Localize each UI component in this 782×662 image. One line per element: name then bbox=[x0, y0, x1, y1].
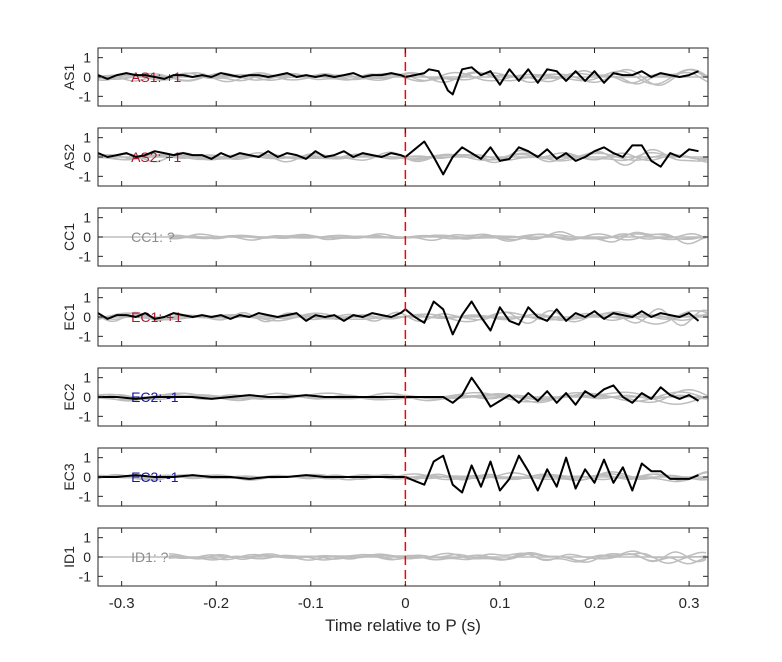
background-trace bbox=[98, 473, 708, 482]
panel-ylabel: EC1 bbox=[61, 303, 77, 330]
x-tick-label: 0.2 bbox=[584, 595, 605, 612]
y-tick-label: 1 bbox=[83, 530, 91, 546]
y-tick-label: -1 bbox=[79, 168, 92, 184]
x-tick-label: 0.1 bbox=[490, 595, 511, 612]
background-traces bbox=[98, 388, 708, 405]
y-tick-label: 0 bbox=[83, 309, 91, 325]
waveform-trace bbox=[98, 66, 699, 96]
x-tick-label: -0.3 bbox=[109, 595, 135, 612]
background-trace bbox=[168, 551, 707, 563]
panel-ylabel: ID1 bbox=[61, 546, 77, 568]
y-tick-label: -1 bbox=[79, 408, 92, 424]
panel-ylabel: EC3 bbox=[61, 463, 77, 490]
waveform-trace bbox=[98, 454, 699, 494]
x-tick-label: -0.1 bbox=[298, 595, 324, 612]
y-tick-label: 0 bbox=[83, 389, 91, 405]
y-tick-label: 1 bbox=[83, 370, 91, 386]
background-trace bbox=[168, 232, 707, 241]
background-traces bbox=[168, 550, 707, 565]
y-tick-label: 0 bbox=[83, 69, 91, 85]
x-axis-label: Time relative to P (s) bbox=[325, 616, 481, 635]
background-trace bbox=[168, 233, 707, 241]
background-trace bbox=[168, 231, 707, 245]
y-tick-label: 0 bbox=[83, 549, 91, 565]
background-trace bbox=[168, 550, 707, 565]
y-tick-label: -1 bbox=[79, 488, 92, 504]
channel-annotation: EC1: +1 bbox=[131, 309, 182, 325]
background-trace bbox=[98, 69, 708, 85]
y-tick-label: -1 bbox=[79, 88, 92, 104]
background-traces bbox=[168, 231, 707, 245]
channel-annotation: ID1: ? bbox=[131, 549, 169, 565]
waveform-trace bbox=[98, 140, 699, 176]
background-trace bbox=[98, 388, 708, 404]
y-tick-label: -1 bbox=[79, 248, 92, 264]
panel-ylabel: EC2 bbox=[61, 383, 77, 410]
y-tick-label: 0 bbox=[83, 469, 91, 485]
x-tick-label: -0.2 bbox=[203, 595, 229, 612]
channel-annotation: CC1: ? bbox=[131, 229, 175, 245]
x-tick-label: 0.3 bbox=[679, 595, 700, 612]
y-tick-label: 1 bbox=[83, 450, 91, 466]
background-trace bbox=[98, 68, 708, 87]
y-tick-label: 1 bbox=[83, 50, 91, 66]
y-tick-label: -1 bbox=[79, 568, 92, 584]
waveform-trace bbox=[98, 300, 700, 336]
y-tick-label: 1 bbox=[83, 210, 91, 226]
y-tick-label: 0 bbox=[83, 229, 91, 245]
panel-ylabel: AS1 bbox=[61, 64, 77, 91]
y-tick-label: 0 bbox=[83, 149, 91, 165]
y-tick-label: 1 bbox=[83, 290, 91, 306]
y-tick-label: -1 bbox=[79, 328, 92, 344]
panel-ylabel: CC1 bbox=[61, 223, 77, 251]
x-tick-label: 0 bbox=[401, 595, 409, 612]
panel-ylabel: AS2 bbox=[61, 144, 77, 171]
background-trace bbox=[98, 391, 708, 405]
waveform-trace bbox=[98, 376, 700, 408]
y-tick-label: 1 bbox=[83, 130, 91, 146]
channel-annotation: AS2: +1 bbox=[131, 149, 181, 165]
